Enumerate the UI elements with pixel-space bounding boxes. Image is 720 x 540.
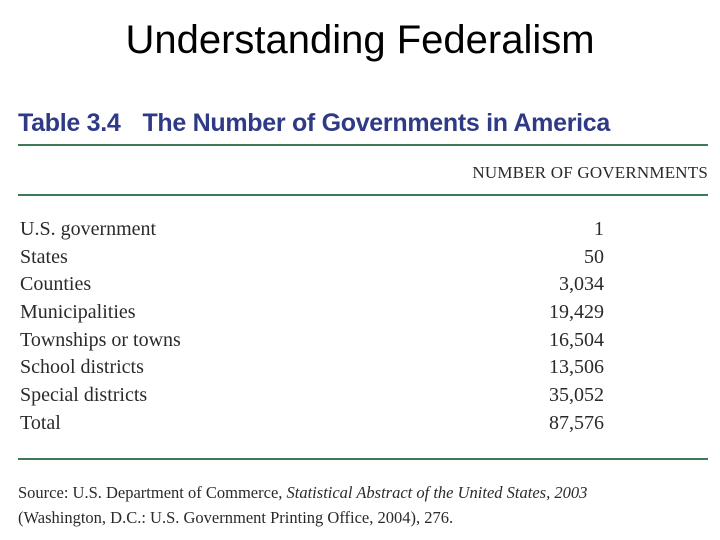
row-value: 3,034: [559, 273, 604, 296]
row-value: 13,506: [549, 356, 604, 379]
governments-table: Table 3.4 The Number of Governments in Am…: [18, 104, 708, 530]
row-label: School districts: [20, 356, 144, 379]
source-line-1: Source: U.S. Department of Commerce, Sta…: [18, 480, 708, 505]
row-label: Total: [20, 411, 61, 434]
source-prefix: Source: U.S. Department of Commerce,: [18, 482, 287, 502]
column-header-label: NUMBER OF GOVERNMENTS: [472, 163, 708, 182]
table-row: U.S. government 1: [18, 216, 708, 244]
row-label: Municipalities: [20, 301, 136, 324]
row-value: 1: [594, 218, 604, 240]
top-rule: [18, 144, 708, 146]
table-row-total: Total 87,576: [18, 410, 708, 438]
table-caption: Table 3.4 The Number of Governments in Am…: [18, 104, 708, 144]
table-number: Table 3.4: [18, 109, 121, 137]
source-publication: Statistical Abstract of the United State…: [286, 482, 588, 502]
row-label: States: [20, 245, 68, 268]
source-line-2: (Washington, D.C.: U.S. Government Print…: [18, 507, 454, 527]
table-row: Municipalities 19,429: [18, 299, 708, 327]
table-row: Special districts 35,052: [18, 382, 708, 410]
table-row: Townships or towns 16,504: [18, 327, 708, 355]
table-title: The Number of Governments in America: [142, 109, 610, 137]
table-row: States 50: [18, 244, 708, 272]
row-label: Counties: [20, 273, 92, 296]
row-value: 16,504: [549, 328, 604, 351]
table-row: Counties 3,034: [18, 271, 708, 299]
row-value: 35,052: [549, 384, 604, 407]
bottom-rule: [18, 457, 708, 460]
slide-title: Understanding Federalism: [125, 18, 595, 62]
row-value: 87,576: [549, 411, 604, 434]
source-note: Source: U.S. Department of Commerce, Sta…: [18, 460, 708, 530]
row-label: Townships or towns: [20, 328, 181, 351]
row-value: 50: [584, 245, 604, 268]
row-label: Special districts: [20, 384, 148, 407]
row-value: 19,429: [549, 301, 604, 324]
header-rule: [18, 194, 708, 196]
table-body: U.S. government 1 States 50 Counties 3,0…: [18, 196, 708, 458]
table-row: School districts 13,506: [18, 354, 708, 382]
row-label: U.S. government: [20, 218, 157, 240]
column-header: NUMBER OF GOVERNMENTS: [18, 146, 708, 194]
